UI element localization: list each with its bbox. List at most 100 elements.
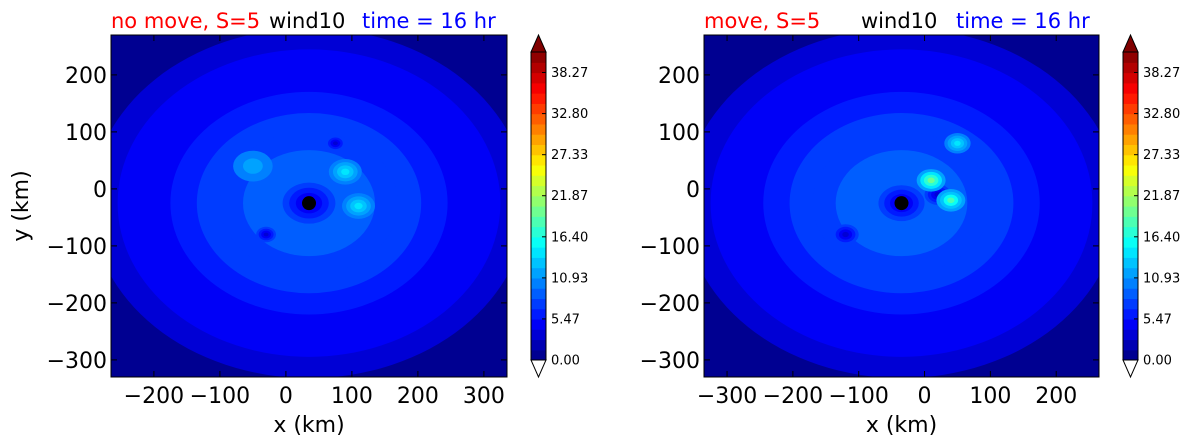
- field-feature: [354, 202, 363, 210]
- colorbar-tick-label: 0.00: [1143, 354, 1172, 369]
- colorbar-segment: [531, 226, 546, 238]
- colorbar-segment: [531, 93, 546, 104]
- wind-field: [111, 35, 507, 377]
- colorbar-tick-label: 38.27: [1143, 66, 1180, 81]
- colorbar-segment: [1123, 72, 1138, 84]
- colorbar-segment: [1123, 267, 1138, 279]
- colorbar-segment: [531, 236, 546, 248]
- title-part-2: wind10: [269, 9, 345, 33]
- colorbar-segment: [531, 72, 546, 84]
- colorbar-tick-label: 32.80: [551, 107, 588, 122]
- colorbar-segment: [531, 288, 546, 299]
- y-tick-label: −100: [640, 235, 700, 260]
- colorbar-segment: [1123, 247, 1138, 258]
- colorbar-segment: [531, 175, 546, 187]
- x-tick-label: −100: [828, 384, 888, 409]
- y-tick-label: 0: [686, 178, 700, 203]
- colorbar-extend-max: [530, 33, 547, 53]
- colorbar-segment: [1123, 339, 1138, 351]
- colorbar-segment: [531, 298, 546, 310]
- y-tick-label: −100: [47, 235, 107, 260]
- x-tick-label: 300: [463, 384, 505, 409]
- field-feature: [927, 177, 935, 184]
- y-tick-label: 200: [658, 64, 700, 89]
- panel-2: −300 −200 −100 0 100 2002001000−100−200−300x …: [640, 9, 1181, 438]
- colorbar-segment: [531, 318, 546, 330]
- colorbar-segment: [1123, 257, 1138, 269]
- y-tick-label: 100: [658, 121, 700, 146]
- colorbar-segment: [531, 144, 546, 156]
- colorbar-tick-label: 5.47: [551, 312, 580, 327]
- title-part-3: time = 16 hr: [956, 9, 1090, 33]
- colorbar: 0.00 5.47 10.93 16.40 21.87 27.33 32.80 38.27: [1122, 33, 1180, 379]
- y-tick-label: 0: [93, 178, 107, 203]
- x-tick-label: 100: [969, 384, 1011, 409]
- colorbar-segment: [531, 339, 546, 351]
- colorbar-segment: [1123, 277, 1138, 289]
- colorbar-segment: [531, 329, 546, 341]
- colorbar-extend-min: [530, 359, 547, 379]
- colorbar-segment: [531, 103, 546, 115]
- colorbar-segment: [1123, 103, 1138, 115]
- center-marker: [302, 196, 316, 211]
- colorbar-segment: [531, 52, 546, 63]
- x-tick-label: −200: [763, 384, 823, 409]
- colorbar-segment: [531, 216, 546, 228]
- colorbar-segment: [1123, 164, 1138, 176]
- colorbar-extend-max: [1122, 33, 1139, 53]
- colorbar-segment: [1123, 308, 1138, 320]
- colorbar-segment: [531, 82, 546, 94]
- colorbar-segment: [1123, 329, 1138, 341]
- colorbar-segment: [1123, 62, 1138, 74]
- x-tick-label: 200: [397, 384, 439, 409]
- colorbar-tick-label: 5.47: [1143, 312, 1172, 327]
- field-feature: [263, 232, 269, 237]
- colorbar-segment: [1123, 206, 1138, 217]
- colorbar-segment: [1123, 82, 1138, 94]
- colorbar-tick-label: 21.87: [1143, 189, 1180, 204]
- colorbar-segment: [1123, 216, 1138, 228]
- colorbar-tick-label: 38.27: [551, 66, 588, 81]
- x-tick-label: 200: [1035, 384, 1077, 409]
- colorbar-segment: [1123, 134, 1138, 145]
- x-tick-label: 0: [918, 384, 932, 409]
- field-feature: [842, 231, 849, 238]
- y-tick-label: −300: [47, 349, 107, 374]
- colorbar-segment: [531, 164, 546, 176]
- colorbar-segment: [531, 113, 546, 125]
- colorbar-segment: [1123, 52, 1138, 63]
- title-part-1: move, S=5: [704, 9, 820, 33]
- colorbar-segment: [531, 195, 546, 207]
- colorbar-segment: [1123, 113, 1138, 125]
- colorbar-segment: [1123, 175, 1138, 187]
- colorbar-tick-label: 32.80: [1143, 107, 1180, 122]
- colorbar-extend-min: [1122, 359, 1139, 379]
- axes-frame: [110, 34, 508, 378]
- colorbar-tick-label: 16.40: [551, 230, 588, 245]
- colorbar-frame: [530, 51, 547, 361]
- field-feature: [332, 141, 338, 146]
- colorbar-segment: [1123, 298, 1138, 310]
- colorbar-segment: [531, 134, 546, 145]
- colorbar-segment: [1123, 226, 1138, 238]
- x-tick-label: 0: [279, 384, 293, 409]
- colorbar-segment: [531, 277, 546, 289]
- x-tick-label: −200: [124, 384, 184, 409]
- axes-frame: [703, 34, 1100, 378]
- y-tick-label: 200: [65, 64, 107, 89]
- colorbar-tick-label: 27.33: [551, 148, 588, 163]
- title-part-2: wind10: [861, 9, 937, 33]
- colorbar-segment: [531, 267, 546, 279]
- title-part-1: no move, S=5: [111, 9, 260, 33]
- x-axis-label: x (km): [866, 413, 937, 438]
- field-feature: [954, 140, 961, 146]
- x-tick-label: −300: [697, 384, 757, 409]
- y-tick-label: −300: [640, 349, 700, 374]
- colorbar-segment: [531, 349, 546, 361]
- colorbar-segment: [531, 123, 546, 135]
- colorbar-segment: [1123, 288, 1138, 299]
- x-tick-label: 100: [331, 384, 373, 409]
- colorbar-tick-label: 16.40: [1143, 230, 1180, 245]
